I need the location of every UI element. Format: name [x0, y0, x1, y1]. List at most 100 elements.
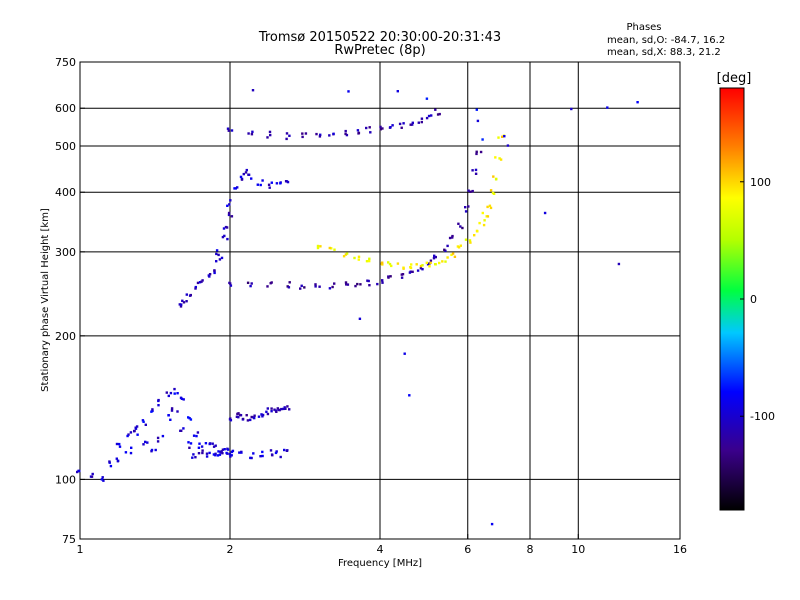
data-point	[617, 262, 621, 266]
data-point	[208, 451, 211, 455]
data-point	[259, 183, 262, 187]
y-tick-label: 400	[55, 186, 76, 199]
data-point	[333, 282, 336, 285]
data-point	[426, 263, 430, 266]
data-point	[233, 187, 236, 190]
data-point	[344, 129, 347, 133]
data-point	[400, 276, 404, 279]
data-point	[230, 129, 234, 132]
data-point	[285, 132, 289, 135]
data-point	[366, 279, 369, 282]
data-point	[238, 451, 241, 454]
data-point	[506, 144, 510, 147]
data-point	[402, 266, 405, 269]
data-point	[489, 206, 493, 210]
data-point	[245, 414, 248, 417]
data-point	[217, 450, 220, 453]
data-point	[285, 180, 289, 183]
data-point	[354, 284, 357, 288]
data-point	[269, 282, 272, 285]
data-point	[409, 266, 413, 270]
data-point	[165, 391, 168, 394]
data-point	[204, 442, 208, 445]
data-point	[187, 441, 190, 444]
data-point	[108, 460, 111, 463]
data-point	[179, 305, 183, 308]
data-point	[390, 264, 393, 268]
data-point	[127, 433, 130, 436]
data-point	[446, 256, 449, 259]
data-point	[402, 122, 405, 125]
data-point	[211, 442, 214, 445]
data-point	[220, 256, 224, 260]
data-point	[408, 271, 412, 274]
data-point	[331, 285, 334, 289]
series-f-o-mode	[228, 150, 483, 290]
data-point	[446, 244, 449, 248]
data-point	[436, 113, 440, 116]
data-point	[432, 257, 436, 260]
data-point	[194, 456, 197, 459]
data-point	[217, 253, 220, 257]
y-tick-label: 600	[55, 102, 76, 115]
data-point	[156, 440, 160, 443]
data-point	[250, 133, 254, 136]
data-point	[415, 263, 418, 266]
data-point	[266, 285, 269, 288]
data-point	[270, 181, 273, 184]
data-point	[288, 281, 291, 284]
data-point	[196, 431, 200, 434]
data-point	[497, 136, 500, 139]
data-point	[476, 230, 479, 233]
data-point	[229, 419, 233, 422]
data-point	[241, 417, 245, 421]
data-point	[201, 451, 204, 455]
data-point	[368, 284, 371, 287]
data-point	[301, 135, 304, 139]
data-point	[379, 125, 382, 129]
data-point	[167, 414, 170, 417]
data-point	[457, 222, 460, 225]
data-point	[91, 472, 94, 476]
data-point	[330, 247, 333, 250]
series-f1-cusp	[178, 211, 234, 308]
data-point	[318, 285, 321, 288]
data-point	[492, 192, 496, 195]
data-point	[425, 261, 428, 264]
data-point	[489, 189, 493, 192]
data-point	[319, 133, 322, 136]
data-point	[453, 255, 457, 258]
data-point	[188, 446, 191, 449]
data-point	[457, 246, 461, 249]
data-point	[441, 260, 444, 263]
data-point	[403, 352, 406, 355]
data-point	[225, 226, 229, 229]
colorbar-tick-label: 0	[750, 293, 757, 306]
data-point	[381, 261, 384, 264]
data-point	[101, 476, 104, 479]
data-point	[222, 227, 226, 230]
data-point	[428, 265, 431, 268]
data-point	[433, 254, 436, 257]
data-point	[381, 263, 384, 266]
data-point	[332, 132, 335, 135]
data-point	[570, 107, 573, 111]
data-point	[201, 279, 204, 282]
axis-ticks: 1 2 4 6 8 10 16 75 100 200 300 400 500 600 750	[55, 56, 687, 556]
series-e-layer-trace-2	[115, 387, 289, 463]
data-point	[212, 453, 216, 456]
y-tick-label: 100	[55, 473, 76, 486]
data-point	[260, 413, 263, 416]
data-point	[90, 475, 94, 478]
data-point	[197, 452, 201, 455]
data-point	[301, 132, 304, 135]
stats-o: mean, sd,O: -84.7, 16.2	[607, 35, 725, 46]
data-point	[357, 258, 360, 261]
data-point	[102, 479, 105, 482]
data-point	[316, 244, 320, 248]
data-point	[283, 406, 286, 409]
data-point	[207, 274, 210, 277]
data-point	[379, 128, 382, 131]
data-point	[267, 183, 271, 186]
